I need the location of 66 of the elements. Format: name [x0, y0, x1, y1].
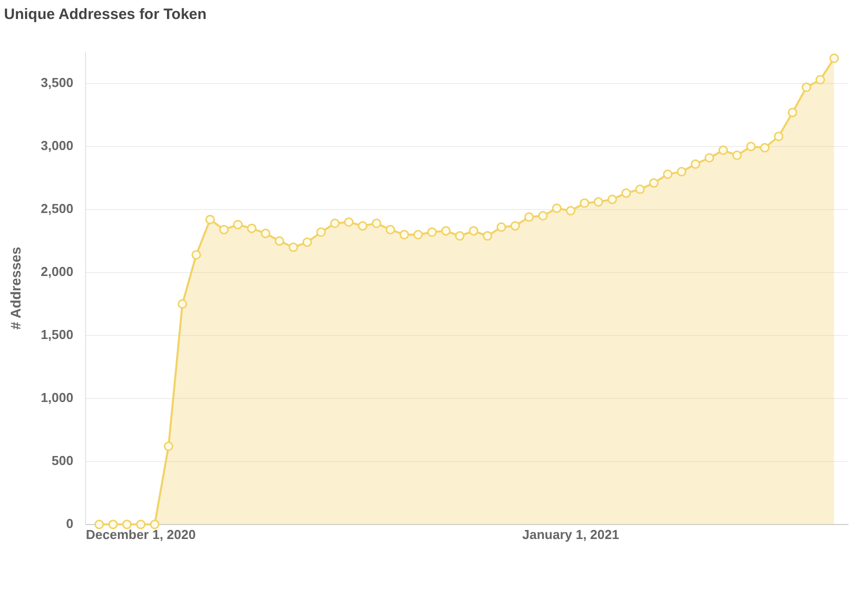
point — [178, 299, 188, 309]
point — [788, 108, 798, 118]
point — [454, 231, 464, 241]
point — [538, 211, 548, 221]
point — [233, 220, 243, 230]
point — [829, 54, 839, 64]
point — [192, 250, 202, 260]
point — [774, 132, 784, 142]
point — [635, 184, 645, 194]
point — [358, 221, 368, 231]
y-tick-label: 500 — [52, 452, 74, 468]
point — [690, 159, 700, 169]
point — [608, 194, 618, 204]
point — [718, 146, 728, 156]
point — [344, 217, 354, 227]
point — [288, 242, 298, 252]
point — [427, 227, 437, 237]
point — [510, 221, 520, 231]
point — [732, 150, 742, 160]
point — [219, 224, 229, 234]
x-tick-label: December 1, 2020 — [86, 526, 196, 542]
point — [468, 226, 478, 236]
point — [704, 153, 714, 163]
point — [580, 198, 590, 208]
point — [802, 82, 812, 92]
y-tick-label: 2,500 — [40, 201, 74, 216]
point — [816, 74, 826, 84]
point — [482, 231, 492, 241]
y-tick-label: 3,000 — [40, 138, 74, 154]
x-tick-label: January 1, 2021 — [522, 526, 620, 542]
y-tick-label: 0 — [66, 516, 74, 531]
point — [330, 218, 340, 228]
point — [316, 227, 326, 237]
point — [760, 142, 770, 152]
point — [246, 224, 256, 234]
point — [552, 203, 562, 213]
point — [400, 230, 410, 240]
point — [164, 442, 174, 452]
point — [372, 218, 382, 228]
point — [386, 224, 396, 234]
point — [108, 520, 118, 530]
point — [136, 520, 146, 530]
point — [413, 230, 423, 240]
point — [94, 520, 104, 530]
point — [274, 236, 284, 246]
point — [676, 166, 686, 176]
point — [746, 142, 756, 152]
point — [150, 520, 160, 530]
point — [662, 169, 672, 179]
point — [524, 212, 534, 222]
y-tick-label: 1,500 — [40, 327, 74, 342]
point — [302, 237, 312, 247]
y-tick-label: 2,000 — [40, 264, 74, 280]
point — [621, 188, 631, 198]
point — [441, 226, 451, 236]
y-tick-label: 3,500 — [40, 75, 74, 90]
point — [496, 222, 506, 232]
y-tick-label: 1,000 — [40, 390, 74, 406]
y-axis-title: # Addresses — [7, 246, 24, 330]
point — [594, 197, 604, 207]
point — [260, 228, 270, 238]
point — [566, 206, 576, 216]
chart-title: Unique Addresses for Token — [4, 6, 207, 24]
point — [649, 178, 659, 188]
point — [122, 520, 132, 530]
point — [205, 214, 215, 224]
